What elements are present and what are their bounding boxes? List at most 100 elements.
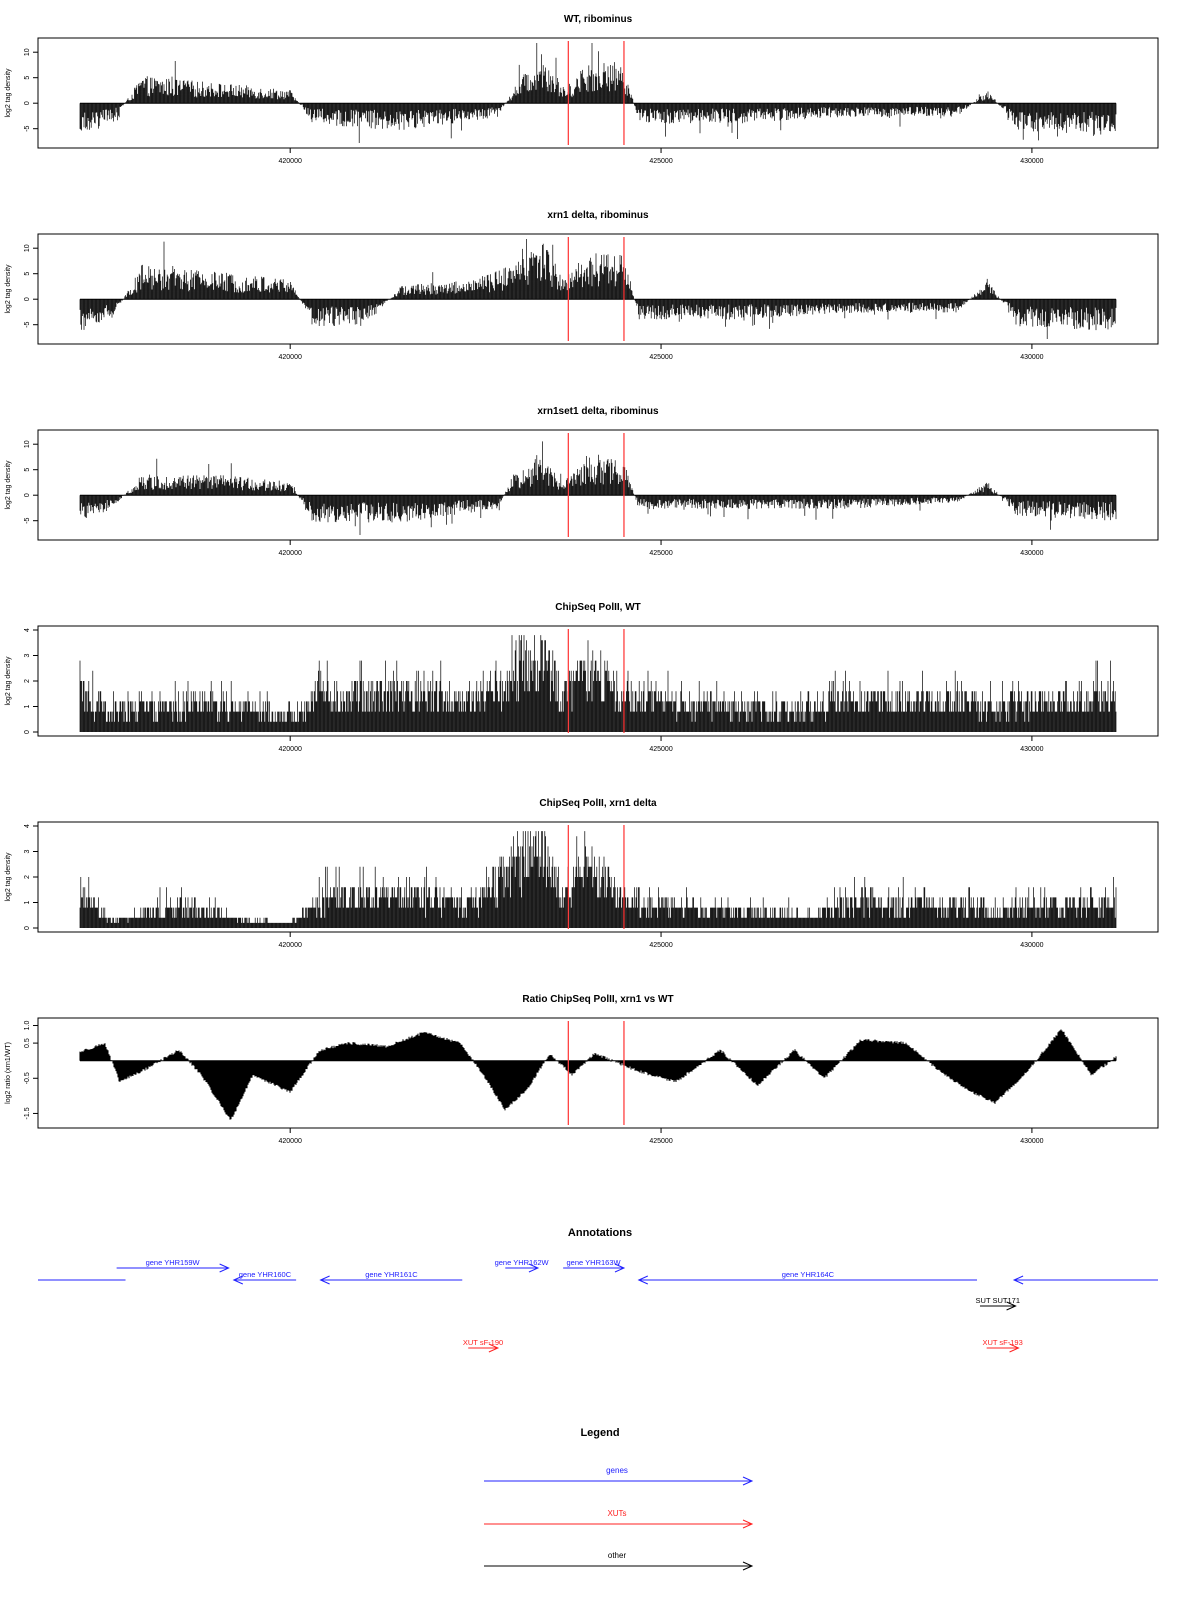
y-tick-label: 1 (24, 704, 31, 708)
x-tick-label: 425000 (649, 746, 672, 753)
arrow-head (488, 1343, 500, 1353)
legend-panel: Legend genes XUTs other (484, 1427, 754, 1571)
y-tick-label: 4 (24, 628, 31, 632)
plot-frame (37, 821, 1159, 933)
tag-density-bars (79, 635, 1117, 732)
tag-density-bars (79, 43, 1117, 143)
y-tick-label: 4 (24, 824, 31, 828)
legend-items: genes XUTs other (484, 1466, 754, 1571)
track-panel: xrn1set1 delta, ribominus log2 tag densit… (5, 406, 1159, 557)
arrow-head (637, 1275, 648, 1285)
x-tick-label: 430000 (1020, 354, 1043, 361)
ratio-area (79, 1029, 1117, 1120)
feature-label: gene YHR159W (146, 1258, 201, 1267)
x-tick-label: 420000 (279, 1138, 302, 1145)
panel-title: ChipSeq PolII, WT (555, 602, 641, 613)
feature-label: gene YHR160C (239, 1270, 292, 1279)
y-tick-label: 5 (24, 468, 31, 472)
y-tick-label: 2 (24, 679, 31, 683)
y-tick-label: -5 (24, 517, 31, 523)
feature-label: XUT sF-193 (982, 1338, 1022, 1347)
panel-title: xrn1 delta, ribominus (547, 210, 649, 221)
tag-density-bars (79, 441, 1117, 535)
annotation-feature: gene YHR159W (116, 1258, 230, 1273)
tag-density-bars (79, 239, 1117, 339)
legend-label: other (608, 1551, 627, 1560)
arrow-head (1006, 1301, 1017, 1311)
arrow-head (742, 1561, 754, 1571)
y-tick-label: 0 (24, 730, 31, 734)
x-tick-label: 425000 (649, 942, 672, 949)
feature-label: XUT sF-190 (463, 1338, 503, 1347)
y-tick-label: -5 (24, 125, 31, 131)
arrow-head (1009, 1343, 1020, 1353)
y-axis-label: log2 tag density (5, 656, 12, 706)
y-tick-label: 0 (24, 297, 31, 301)
y-tick-label: 5 (24, 76, 31, 80)
plot-frame (37, 37, 1159, 149)
feature-label: SUT SUT171 (976, 1296, 1020, 1305)
x-tick-label: 430000 (1020, 746, 1043, 753)
annotation-feature: SUT SUT171 (976, 1296, 1020, 1311)
y-tick-label: 1.0 (24, 1021, 31, 1031)
y-tick-label: 0 (24, 101, 31, 105)
y-tick-label: -5 (24, 321, 31, 327)
x-tick-label: 430000 (1020, 550, 1043, 557)
x-tick-label: 430000 (1020, 1138, 1043, 1145)
feature-label: gene YHR162W (495, 1258, 550, 1267)
arrow-head (742, 1476, 754, 1486)
y-axis-label: log2 ratio (xrn1/WT) (5, 1042, 12, 1104)
y-tick-label: 10 (24, 244, 31, 252)
tag-density-bars (79, 831, 1117, 928)
annotations-title: Annotations (568, 1227, 632, 1239)
annotation-feature: gene YHR160C (232, 1270, 297, 1285)
annotation-feature: gene YHR162W (495, 1258, 550, 1273)
panel-title: xrn1set1 delta, ribominus (537, 406, 659, 417)
y-tick-label: 0.5 (24, 1038, 31, 1048)
y-tick-label: 0 (24, 493, 31, 497)
x-tick-label: 430000 (1020, 158, 1043, 165)
y-tick-label: 3 (24, 653, 31, 657)
legend-title: Legend (580, 1427, 619, 1439)
x-tick-label: 425000 (649, 1138, 672, 1145)
legend-label: genes (606, 1466, 628, 1475)
annotation-feature: gene YHR164C (637, 1270, 978, 1285)
annotation-feature: XUT sF-190 (463, 1338, 503, 1353)
track-panel: WT, ribominus log2 tag density -5 0 5 10 42000… (5, 14, 1159, 165)
panel-title: ChipSeq PolII, xrn1 delta (539, 798, 657, 809)
arrow-head (1012, 1275, 1024, 1285)
plot-frame (37, 1017, 1159, 1129)
track-panel: Ratio ChipSeq PolII, xrn1 vs WT log2 rati… (5, 994, 1159, 1145)
y-tick-label: 3 (24, 849, 31, 853)
legend-item: XUTs (484, 1509, 754, 1529)
arrow-head (742, 1519, 754, 1529)
track-panel: ChipSeq PolII, WT log2 tag density 0 1 2 3 4 42… (5, 602, 1159, 753)
y-tick-label: -1.5 (24, 1107, 31, 1119)
y-tick-label: 5 (24, 272, 31, 276)
legend-label: XUTs (607, 1509, 626, 1518)
annotation-feature: XUT sF-193 (982, 1338, 1023, 1353)
x-tick-label: 420000 (279, 354, 302, 361)
annotation-feature: gene YHR163W (563, 1258, 626, 1273)
feature-label: gene YHR163W (567, 1258, 622, 1267)
y-tick-label: 1 (24, 900, 31, 904)
feature-label: gene YHR161C (365, 1270, 418, 1279)
x-tick-label: 420000 (279, 746, 302, 753)
annotation-feature: gene YHR161C (319, 1270, 463, 1285)
track-panel: xrn1 delta, ribominus log2 tag density -5 0… (5, 210, 1159, 361)
arrow-head (614, 1263, 626, 1273)
y-axis-label: log2 tag density (5, 264, 12, 314)
plot-frame (37, 233, 1159, 345)
panel-title: Ratio ChipSeq PolII, xrn1 vs WT (522, 994, 673, 1005)
annotation-feature (1012, 1275, 1158, 1285)
plot-frame (37, 625, 1159, 737)
arrow-head (319, 1275, 330, 1285)
x-tick-label: 430000 (1020, 942, 1043, 949)
annotation-features: gene YHR159W gene YHR160C gene YHR161C gene… (38, 1258, 1158, 1353)
arrow-head (219, 1263, 230, 1273)
y-tick-label: 10 (24, 48, 31, 56)
y-tick-label: -0.5 (24, 1072, 31, 1084)
